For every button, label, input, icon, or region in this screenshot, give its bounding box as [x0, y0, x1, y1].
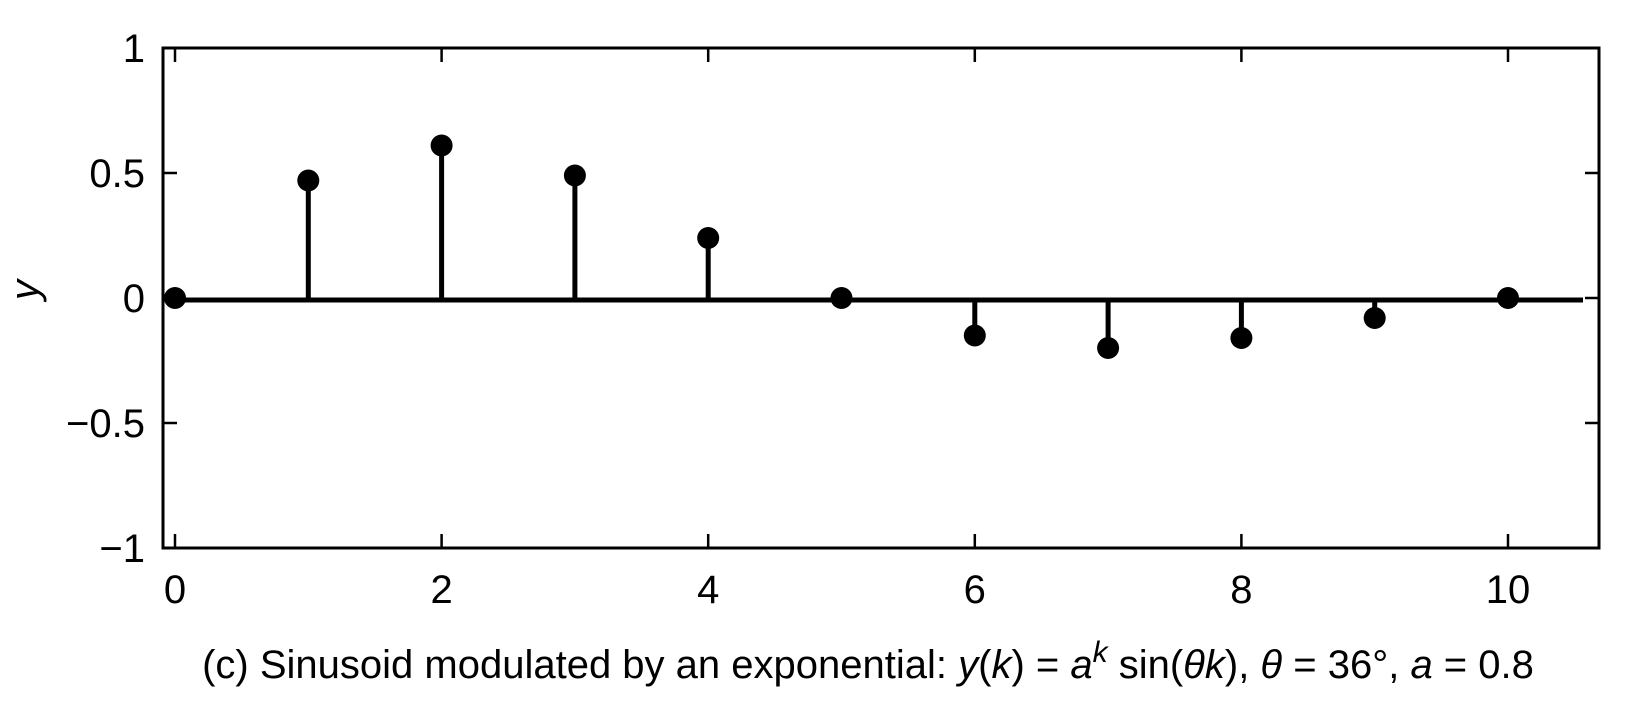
- x-tick-label: 4: [697, 568, 719, 612]
- y-tick-labels: −1 −0.5 0 0.5 1: [66, 27, 145, 571]
- caption-open1: (: [978, 643, 992, 687]
- y-tick-label: −0.5: [66, 402, 145, 446]
- caption-y: y: [955, 643, 981, 687]
- caption-theta1: θ: [1183, 643, 1205, 687]
- stem-marker: [430, 134, 453, 157]
- stem-marker: [1097, 337, 1120, 359]
- caption-close1: ) =: [1011, 643, 1070, 687]
- stem-marker: [563, 164, 586, 187]
- y-tick-label: 0.5: [89, 152, 145, 196]
- caption-a-eq: = 0.8: [1433, 643, 1534, 687]
- stem-marker: [297, 169, 320, 192]
- x-tick-label: 6: [964, 568, 986, 612]
- caption-sin-close: ),: [1225, 643, 1261, 687]
- stems: [164, 134, 1519, 359]
- stem-marker: [164, 287, 186, 309]
- caption-theta2: θ: [1260, 643, 1282, 687]
- y-tick-label: −1: [99, 527, 145, 571]
- stem-marker: [697, 227, 720, 249]
- caption-a2: a: [1410, 643, 1432, 687]
- caption-k1: k: [991, 643, 1013, 687]
- caption-k2: k: [1205, 643, 1227, 687]
- x-tick-label: 10: [1486, 568, 1531, 612]
- stem-marker: [963, 324, 986, 347]
- chart-caption: (c) Sinusoid modulated by an exponential…: [202, 636, 1534, 687]
- x-tick-label: 8: [1230, 568, 1252, 612]
- stem-marker: [1363, 307, 1386, 329]
- stem-marker: [1497, 287, 1519, 309]
- caption-sin-open: sin(: [1108, 643, 1184, 687]
- stem-marker: [830, 287, 853, 309]
- y-axis-label: y: [3, 277, 47, 303]
- caption-a1: a: [1070, 643, 1092, 687]
- y-tick-label: 1: [123, 27, 145, 71]
- x-tick-label: 0: [164, 568, 186, 612]
- x-tick-label: 2: [430, 568, 452, 612]
- x-tick-labels: 0 2 4 6 8 10: [164, 568, 1530, 612]
- caption-prefix: (c) Sinusoid modulated by an exponential…: [202, 643, 958, 687]
- y-tick-label: 0: [123, 277, 145, 321]
- caption-theta-eq: = 36°,: [1282, 643, 1410, 687]
- ticks: [163, 46, 1599, 550]
- stem-marker: [1230, 327, 1253, 349]
- caption-sup-k: k: [1093, 636, 1110, 669]
